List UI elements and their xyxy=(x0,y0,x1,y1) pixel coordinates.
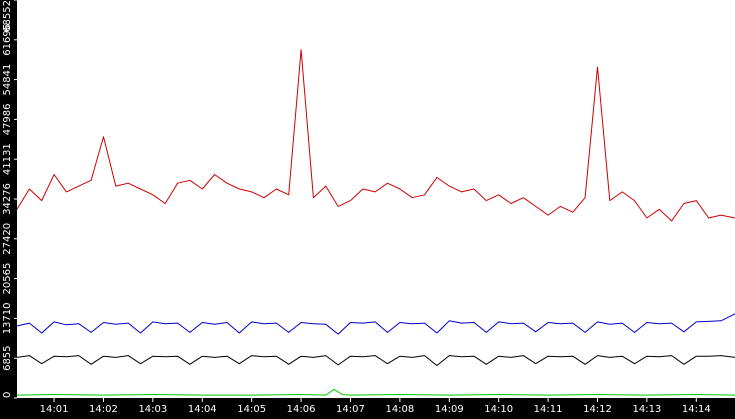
plot-background xyxy=(17,0,735,398)
x-tick-label: 14:09 xyxy=(435,404,464,415)
series-line-2 xyxy=(16,355,735,366)
y-tick-label: 47986 xyxy=(2,103,13,135)
x-tick-label: 14:01 xyxy=(40,404,69,415)
x-tick-label: 14:08 xyxy=(385,404,414,415)
x-tick-label: 14:03 xyxy=(138,404,167,415)
x-tick-label: 14:05 xyxy=(237,404,266,415)
y-tick-label: 54841 xyxy=(2,64,13,96)
x-tick-label: 14:11 xyxy=(534,404,563,415)
x-tick-label: 14:07 xyxy=(336,404,365,415)
x-tick-label: 14:02 xyxy=(89,404,118,415)
y-tick-label: 13710 xyxy=(2,302,13,334)
y-tick-label: 68552 xyxy=(2,0,13,32)
y-tick-label: 0 xyxy=(2,392,13,398)
series-layer xyxy=(16,49,735,396)
x-axis: 14:01 14:02 14:03 14:04 14:05 14:06 14:07 14:08… xyxy=(40,398,711,415)
y-tick-label: 27420 xyxy=(2,223,13,255)
y-tick-label: 34276 xyxy=(2,183,13,215)
y-tick-label: 61696 xyxy=(2,24,13,56)
x-tick-label: 14:13 xyxy=(632,404,661,415)
series-line-0 xyxy=(16,49,735,222)
y-axis: 0 6855 13710 20565 27420 34276 41131 47986 54841… xyxy=(2,0,17,399)
y-tick-label: 6855 xyxy=(2,345,13,370)
series-line-3 xyxy=(16,388,735,396)
series-line-1 xyxy=(16,313,735,335)
x-tick-label: 14:14 xyxy=(682,404,711,415)
y-tick-label: 41131 xyxy=(2,143,13,175)
x-tick-label: 14:10 xyxy=(484,404,513,415)
x-tick-label: 14:04 xyxy=(188,404,217,415)
x-tick-label: 14:12 xyxy=(583,404,612,415)
y-tick-label: 20565 xyxy=(2,263,13,295)
x-tick-label: 14:06 xyxy=(287,404,316,415)
